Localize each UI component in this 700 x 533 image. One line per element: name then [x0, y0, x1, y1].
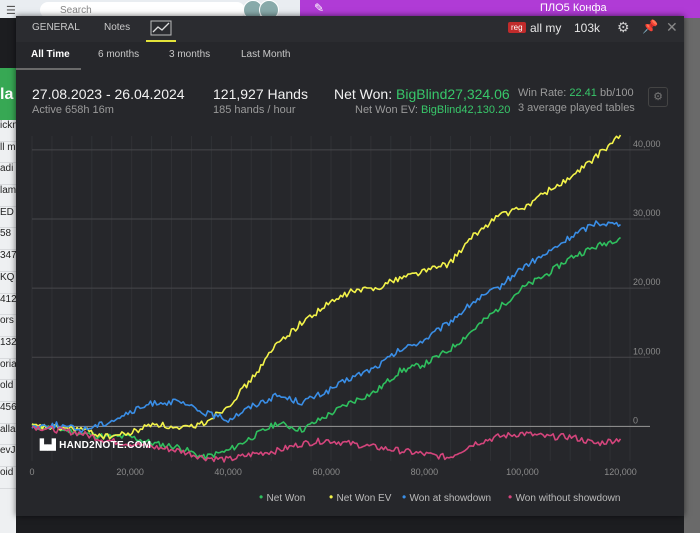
- net-won-ev-label: Net Won EV:: [355, 104, 422, 116]
- background-list-row[interactable]: ickn: [0, 120, 16, 142]
- background-list-row[interactable]: 412: [0, 294, 16, 316]
- hands-total: 121,927 Hands: [213, 86, 308, 102]
- legend-swatch: •: [259, 490, 267, 504]
- background-player-list: icknll madilamED58347KQ412ors132oriaold4…: [0, 120, 16, 533]
- win-rate-unit: bb/100: [596, 87, 634, 99]
- hands-count-short: 103k: [574, 21, 601, 35]
- net-won-ev: Net Won EV: BigBlind42,130.20: [355, 104, 510, 116]
- logo-text: HAND2NOTE.COM: [59, 440, 152, 451]
- pin-icon[interactable]: 📌: [642, 19, 659, 34]
- background-search-input[interactable]: Search: [40, 2, 245, 18]
- net-won: Net Won: BigBlind27,324.06: [334, 86, 510, 102]
- period-6-months[interactable]: 6 months: [98, 49, 140, 60]
- legend-item[interactable]: • Won without showdown: [508, 490, 620, 504]
- x-tick-label: 100,000: [506, 467, 539, 477]
- legend-label: Net Won EV: [336, 493, 392, 504]
- hand2note-logo: ▙▟ HAND2NOTE.COM: [40, 440, 151, 451]
- legend-swatch: •: [402, 490, 410, 504]
- background-list-row[interactable]: adi: [0, 163, 16, 186]
- background-list-row[interactable]: ors: [0, 315, 16, 337]
- green-header-text: la: [0, 86, 14, 103]
- y-tick-label: 30,000: [633, 208, 661, 218]
- net-won-value: BigBlind27,324.06: [396, 86, 510, 102]
- hands-per-hour: 185 hands / hour: [213, 104, 296, 116]
- background-list-row[interactable]: 347: [0, 250, 16, 272]
- period-3-months[interactable]: 3 months: [169, 49, 211, 60]
- y-tick-label: 20,000: [633, 277, 661, 287]
- legend-swatch: •: [329, 490, 337, 504]
- legend-label: Net Won: [266, 493, 306, 504]
- microphone-icon: ✎: [314, 1, 325, 15]
- background-list-row[interactable]: old: [0, 380, 16, 402]
- y-tick-label: 0: [633, 415, 638, 425]
- background-list-row[interactable]: alla: [0, 424, 16, 446]
- reg-badge: reg: [508, 22, 526, 33]
- x-tick-label: 0: [29, 467, 34, 477]
- background-list-row[interactable]: ED: [0, 207, 16, 229]
- date-range: 27.08.2023 - 26.04.2024: [32, 86, 185, 102]
- x-tick-label: 20,000: [116, 467, 144, 477]
- menu-icon[interactable]: ☰: [6, 5, 16, 17]
- graph-window: GENERAL Notes reg all my 103k ⚙ 📌 ✕ All …: [16, 16, 684, 516]
- profit-graph: 0 10,000 20,000 30,000 40,000 0 20,000 40,000 60…: [29, 134, 661, 477]
- active-tab-indicator: [146, 40, 176, 42]
- background-banner: ✎: [300, 0, 700, 18]
- background-list-row[interactable]: oid: [0, 467, 16, 489]
- period-active-indicator: [16, 68, 81, 70]
- period-last-month[interactable]: Last Month: [241, 49, 291, 60]
- net-won-ev-value: BigBlind42,130.20: [421, 104, 511, 116]
- series-line-won-at-showdown: [31, 220, 622, 434]
- background-list-row[interactable]: KQ: [0, 272, 16, 294]
- series-line-net-won-ev: [31, 134, 622, 440]
- avatar-group[interactable]: [243, 0, 291, 20]
- active-time: Active 658h 16m: [32, 104, 114, 116]
- period-all-time[interactable]: All Time: [31, 49, 70, 60]
- background-list-row[interactable]: 456: [0, 402, 16, 424]
- background-list-row[interactable]: oria: [0, 359, 16, 381]
- x-tick-label: 80,000: [411, 467, 439, 477]
- legend-item[interactable]: • Net Won EV: [329, 490, 391, 504]
- x-tick-label: 60,000: [313, 467, 341, 477]
- x-tick-label: 40,000: [214, 467, 242, 477]
- close-icon[interactable]: ✕: [666, 19, 678, 35]
- title-bar: GENERAL Notes reg all my 103k ⚙ 📌 ✕: [16, 16, 684, 42]
- background-scroll-area: [684, 18, 700, 533]
- y-tick-label: 40,000: [633, 139, 661, 149]
- logo-mark-icon: ▙▟: [40, 440, 60, 451]
- banner-title: ПЛО5 Конфа: [540, 2, 607, 14]
- legend-item[interactable]: • Won at showdown: [402, 490, 491, 504]
- background-list-row[interactable]: ll m: [0, 142, 16, 164]
- legend-label: Won at showdown: [409, 493, 492, 504]
- background-list-row[interactable]: evJ: [0, 445, 16, 467]
- search-placeholder: Search: [60, 5, 92, 16]
- background-list-row[interactable]: 58: [0, 228, 16, 251]
- legend-item[interactable]: • Net Won: [259, 490, 305, 504]
- gear-icon[interactable]: ⚙: [617, 19, 630, 35]
- x-tick-label: 120,000: [604, 467, 637, 477]
- tab-notes[interactable]: Notes: [104, 22, 131, 33]
- background-green-header: la: [0, 68, 16, 120]
- win-rate-value: 22.41: [569, 87, 597, 99]
- y-tick-label: 10,000: [633, 346, 661, 356]
- tab-general[interactable]: GENERAL: [32, 22, 80, 33]
- graph-settings-icon[interactable]: ⚙: [648, 87, 668, 107]
- background-list-row[interactable]: lam: [0, 185, 16, 207]
- legend-label: Won without showdown: [515, 493, 621, 504]
- win-rate: Win Rate: 22.41 bb/100: [518, 87, 634, 99]
- win-rate-label: Win Rate:: [518, 87, 570, 99]
- graph-tab-icon[interactable]: [150, 20, 172, 36]
- legend-swatch: •: [508, 490, 516, 504]
- player-selector[interactable]: all my: [530, 21, 562, 35]
- background-list-row[interactable]: 132: [0, 337, 16, 359]
- series-line-won-without-showdown: [31, 425, 622, 463]
- average-tables: 3 average played tables: [518, 102, 635, 114]
- net-won-label: Net Won:: [334, 86, 396, 102]
